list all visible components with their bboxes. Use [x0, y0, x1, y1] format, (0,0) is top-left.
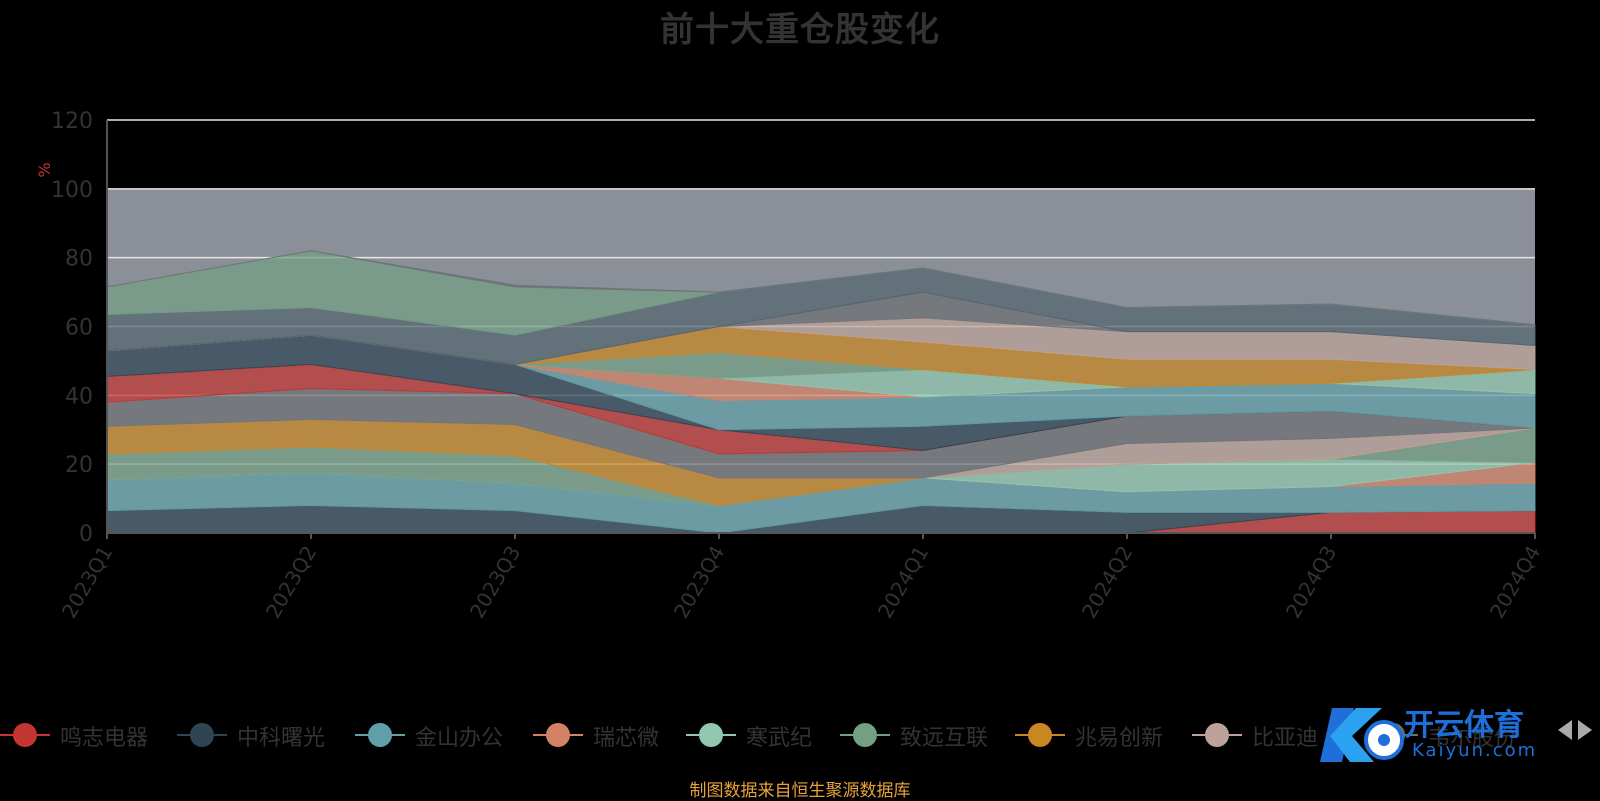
legend-label: 中科曙光 [237, 726, 326, 751]
legend-label: 寒武纪 [746, 726, 813, 751]
y-tick-label: 100 [51, 178, 93, 203]
chevron-left-icon[interactable] [1558, 720, 1572, 740]
legend-dot-icon [1205, 723, 1229, 747]
y-tick-label: 20 [65, 453, 93, 478]
y-tick-label: 120 [51, 109, 93, 134]
y-tick-label: 60 [65, 316, 93, 341]
watermark-brand: 开云体育 [1404, 708, 1524, 743]
y-axis-label: % [35, 162, 54, 177]
area-series-江波龙[interactable] [106, 250, 1536, 326]
legend-label: 比亚迪 [1252, 726, 1319, 751]
x-tick-label: 2024Q2 [1077, 542, 1137, 623]
x-tick-label: 2024Q3 [1281, 542, 1341, 623]
legend-label: 兆易创新 [1075, 726, 1164, 751]
legend-dot-icon [368, 723, 392, 747]
legend-item[interactable]: 致远互联 [840, 714, 1015, 754]
legend-dot-icon [699, 723, 723, 747]
legend-label: 韦尔股份 [1428, 726, 1517, 751]
watermark-domain: Kaiyun.com [1412, 740, 1538, 761]
chart-title: 前十大重仓股变化 [660, 10, 940, 50]
legend-item[interactable]: 金山办公 [355, 714, 530, 754]
legend-label: 致远互联 [900, 726, 989, 751]
area-series-layer [106, 250, 1536, 534]
y-tick-label: 40 [65, 384, 93, 409]
legend-dot-icon [190, 723, 214, 747]
x-tick-label: 2023Q3 [465, 542, 525, 623]
legend-dot-icon [1028, 723, 1052, 747]
legend-dot-icon [546, 723, 570, 747]
legend-label: 瑞芯微 [593, 726, 660, 751]
watermark-logo: 开云体育 Kaiyun.com [1312, 700, 1597, 770]
y-tick-label: 80 [65, 247, 93, 272]
chevron-right-icon[interactable] [1578, 720, 1592, 740]
legend-item[interactable]: 鸣志电器 [0, 714, 175, 754]
x-tick-label: 2023Q2 [261, 542, 321, 623]
legend-dot-icon [853, 723, 877, 747]
legend-item[interactable]: 中科曙光 [177, 714, 352, 754]
x-tick-label: 2024Q4 [1485, 542, 1545, 623]
x-tick-label: 2023Q4 [669, 542, 729, 623]
legend-dot-icon [13, 723, 37, 747]
x-tick-label: 2024Q1 [873, 542, 933, 623]
legend-label: 鸣志电器 [60, 726, 149, 751]
kaiyun-logo-icon [1320, 708, 1404, 762]
legend-item[interactable]: 比亚迪 [1192, 714, 1367, 754]
legend-label: 金山办公 [415, 726, 504, 751]
source-note: 制图数据来自恒生聚源数据库 [689, 781, 911, 801]
legend-item[interactable]: 瑞芯微 [533, 714, 708, 754]
legend-item[interactable]: 兆易创新 [1015, 714, 1190, 754]
legend-pager[interactable] [1558, 720, 1592, 740]
legend-item[interactable]: 寒武纪 [686, 714, 861, 754]
x-tick-label: 2023Q1 [57, 542, 117, 623]
y-tick-label: 0 [79, 522, 93, 547]
